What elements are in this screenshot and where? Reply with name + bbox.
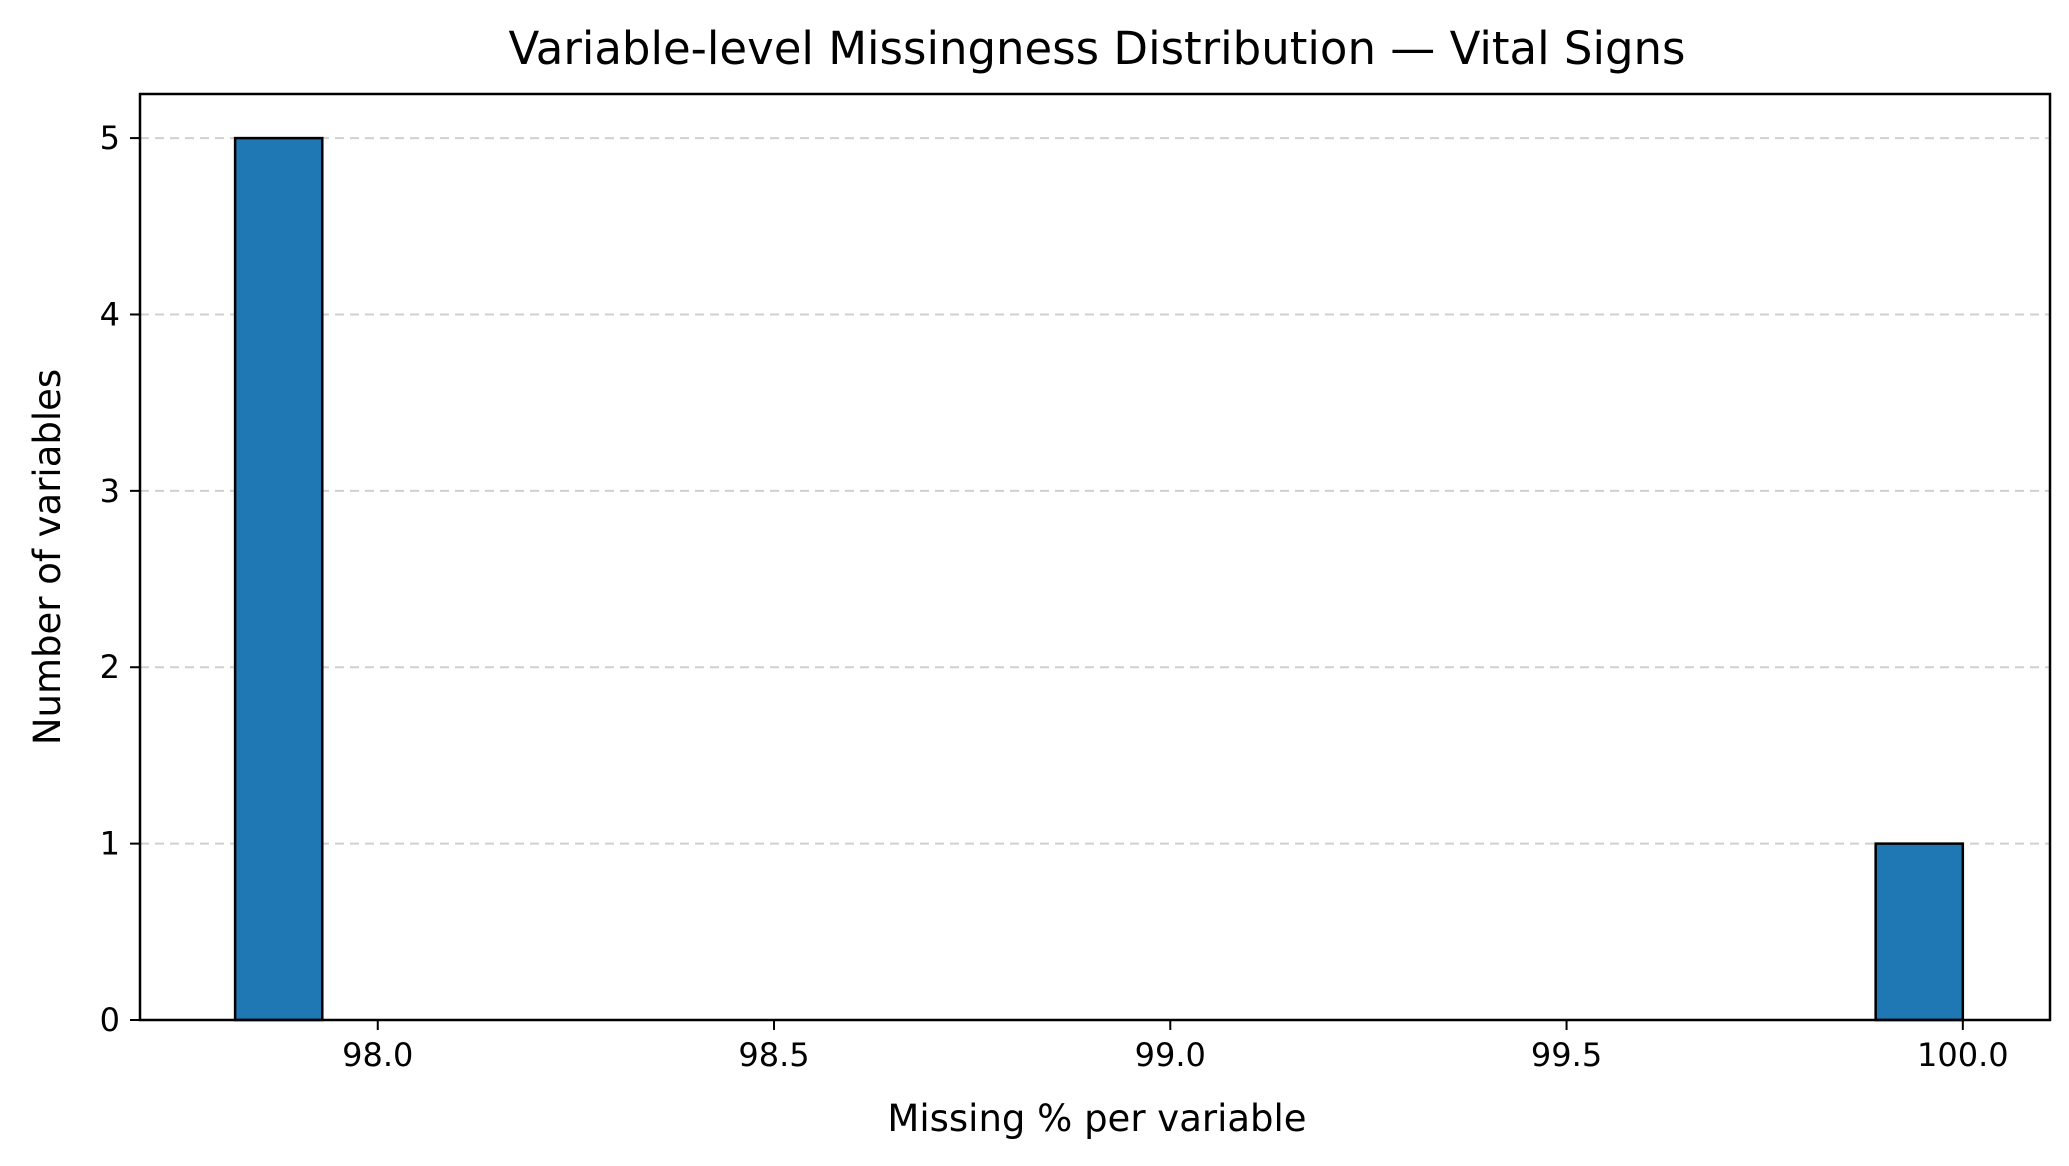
x-tick-label: 98.0 [342,1036,413,1074]
grid-lines [140,137,2050,845]
x-tick-label: 99.5 [1531,1036,1602,1074]
histogram-bar [233,136,324,1022]
y-tick-label: 2 [100,648,120,686]
chart-title: Variable-level Missingness Distribution … [508,22,1685,75]
y-axis-label: Number of variables [26,369,69,745]
histogram-bar [1874,842,1965,1022]
x-tick-label: 99.0 [1135,1036,1206,1074]
y-axis-ticks: 0 1 2 3 4 5 [100,119,140,1039]
y-tick-label: 4 [100,295,120,333]
y-tick-label: 3 [100,472,120,510]
x-axis-label: Missing % per variable [887,1097,1306,1140]
histogram-bars [233,136,1965,1022]
y-tick-label: 0 [100,1001,120,1039]
plot-area-frame [138,92,2052,1022]
y-tick-label: 5 [100,119,120,157]
x-axis-ticks: 98.0 98.5 99.0 99.5 100.0 [342,1020,2009,1074]
x-tick-label: 100.0 [1917,1036,2009,1074]
x-tick-label: 98.5 [738,1036,809,1074]
y-tick-label: 1 [100,825,120,863]
